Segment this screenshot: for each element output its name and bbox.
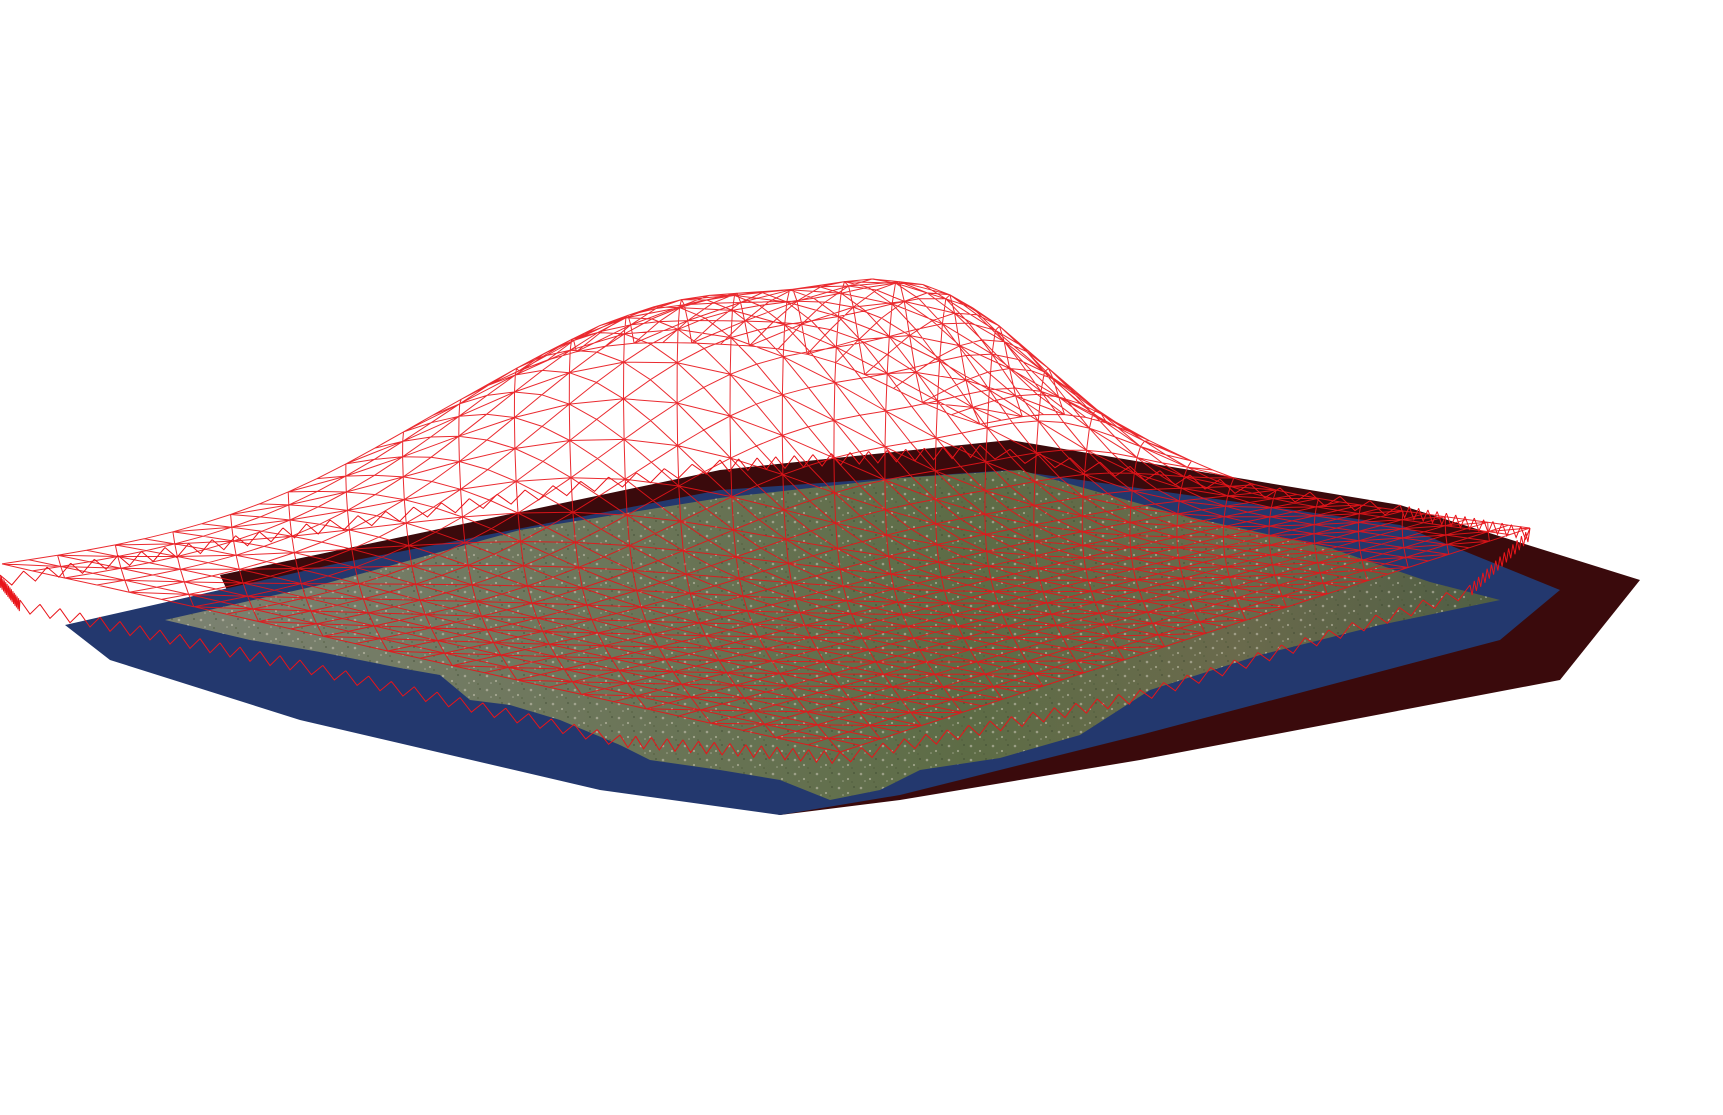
- wireframe-mesh: [0, 278, 1531, 765]
- mesh-wire-lines: [1, 278, 1531, 753]
- mesh-rim-fringe: [0, 444, 1531, 765]
